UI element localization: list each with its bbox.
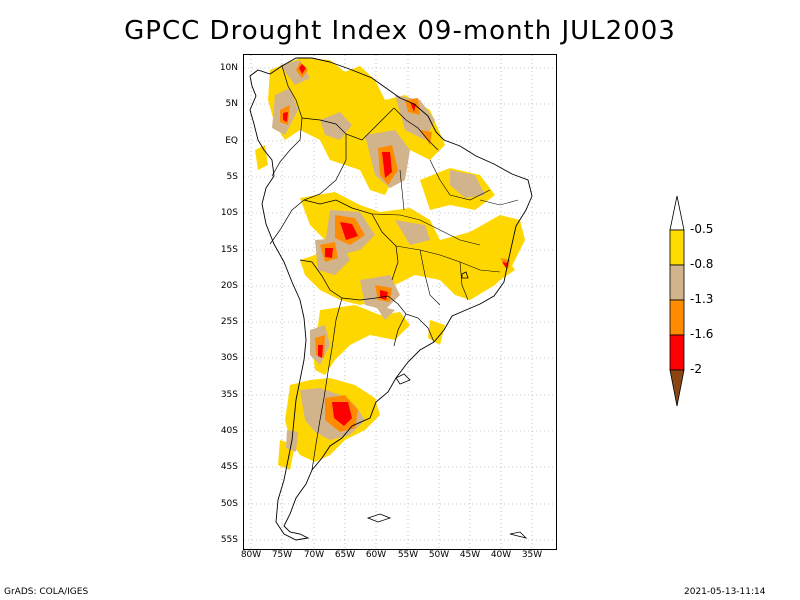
islands [366,271,528,539]
lat-label: 20S [220,281,238,291]
lon-label: 80W [240,550,262,560]
lat-label: 50S [220,499,238,509]
lat-label: 10S [220,208,238,218]
lat-label: 30S [220,353,238,363]
legend-label: -0.8 [690,257,714,271]
lon-label: 40W [490,550,512,560]
colorbar [669,195,685,407]
lat-label: 35S [220,390,238,400]
lat-label: 40S [220,426,238,436]
lon-label: 35W [521,550,543,560]
coastline [249,57,533,541]
lon-label: 70W [303,550,325,560]
drought-red-areas [283,64,508,426]
lon-label: 75W [271,550,293,560]
lon-label: 55W [397,550,419,560]
legend-label: -1.6 [690,327,714,341]
lon-label: 65W [334,550,356,560]
lat-label: 10N [219,63,238,73]
lat-label: 25S [220,317,238,327]
lat-label: 5N [225,99,238,109]
lat-label: 45S [220,462,238,472]
lat-label: 5S [226,172,238,182]
legend-label: -0.5 [690,222,714,236]
footer-timestamp: 2021-05-13-11:14 [684,587,766,597]
state-borders [371,159,519,306]
lon-label: 50W [428,550,450,560]
lat-label: 15S [220,245,238,255]
lon-label: 60W [365,550,387,560]
page-title: GPCC Drought Index 09-month JUL2003 [124,16,676,46]
legend-label: -1.3 [690,292,714,306]
lat-label: 55S [220,535,238,545]
lon-label: 45W [459,550,481,560]
legend-label: -2 [690,362,702,376]
footer-credit: GrADS: COLA/IGES [4,587,89,597]
lat-label: EQ [225,136,238,146]
